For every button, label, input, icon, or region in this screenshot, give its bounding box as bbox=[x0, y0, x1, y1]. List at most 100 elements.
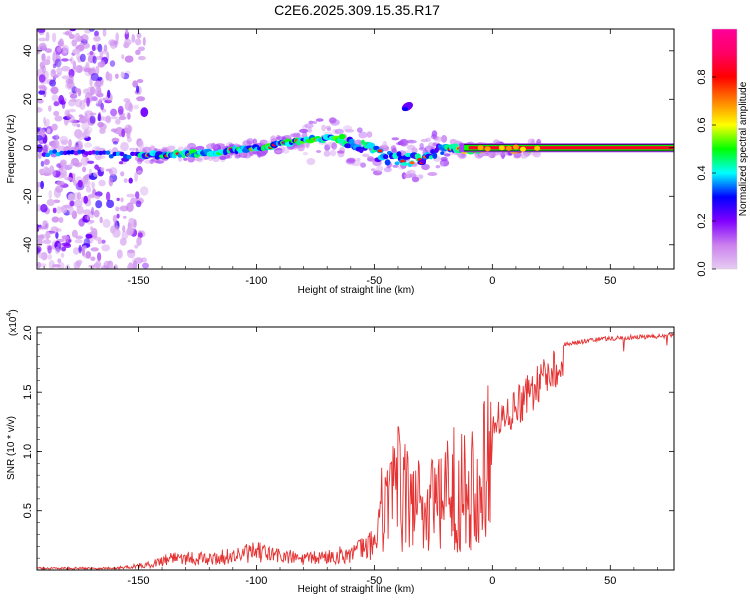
noise-blob bbox=[85, 233, 93, 239]
halo-blob bbox=[219, 156, 227, 160]
noise-blob bbox=[76, 65, 82, 69]
noise-blob bbox=[88, 168, 92, 176]
band-blob bbox=[484, 146, 491, 152]
y-tick-label: 40 bbox=[22, 45, 34, 57]
halo-blob bbox=[323, 150, 331, 157]
colorbar: 0.0 0.2 0.4 0.6 0.8 Normalized spectral ampl… bbox=[696, 28, 749, 277]
noise-blob bbox=[52, 63, 57, 69]
snr-y-label: SNR (10 * v/v) bbox=[6, 416, 17, 480]
noise-blob bbox=[128, 147, 138, 151]
noise-blob bbox=[124, 124, 133, 134]
noise-blob bbox=[53, 101, 60, 107]
noise-blob bbox=[54, 115, 63, 122]
halo-blob bbox=[211, 144, 219, 149]
noise-blob bbox=[89, 115, 96, 124]
noise-blob bbox=[90, 73, 99, 81]
halo-blob bbox=[345, 158, 355, 164]
noise-blob bbox=[82, 166, 87, 173]
snr-x-label: Height of straight line (km) bbox=[298, 584, 415, 595]
noise-blob bbox=[136, 85, 140, 94]
noise-blob bbox=[108, 177, 114, 187]
noise-blob bbox=[72, 48, 81, 55]
noise-blob bbox=[91, 181, 95, 189]
noise-blob bbox=[135, 200, 142, 208]
noise-blob bbox=[91, 44, 96, 52]
noise-blob bbox=[120, 141, 129, 152]
noise-blob bbox=[43, 220, 49, 231]
noise-blob bbox=[37, 261, 41, 269]
noise-blob bbox=[137, 232, 143, 239]
noise-blob bbox=[136, 32, 142, 39]
noise-blob bbox=[37, 186, 40, 194]
noise-blob bbox=[74, 239, 83, 244]
noise-blob bbox=[86, 97, 90, 107]
noise-blob bbox=[76, 205, 84, 215]
noise-blob bbox=[75, 261, 82, 267]
noise-blob bbox=[68, 138, 72, 149]
noise-blob bbox=[116, 213, 120, 219]
noise-blob bbox=[51, 94, 59, 102]
colorbar-tick-label: 0.0 bbox=[696, 261, 708, 276]
halo-blob bbox=[420, 138, 428, 143]
band-core bbox=[468, 146, 674, 150]
noise-blob bbox=[110, 108, 118, 117]
halo-blob bbox=[427, 142, 434, 149]
noise-blob bbox=[142, 36, 146, 46]
halo-blob bbox=[334, 128, 344, 135]
halo-blob bbox=[403, 173, 413, 179]
noise-blob bbox=[131, 34, 136, 43]
ridge-blob bbox=[130, 151, 136, 156]
halo-blob bbox=[302, 152, 309, 156]
halo-blob bbox=[430, 134, 437, 140]
noise-blob bbox=[46, 199, 55, 206]
halo-blob bbox=[356, 157, 361, 161]
halo-blob bbox=[331, 142, 338, 150]
noise-blob bbox=[95, 99, 102, 108]
noise-blob bbox=[68, 205, 74, 216]
noise-blob bbox=[140, 107, 149, 118]
noise-blob bbox=[121, 128, 126, 138]
noise-blob bbox=[97, 121, 104, 128]
noise-blob bbox=[98, 179, 106, 187]
ridge-blob bbox=[344, 143, 352, 149]
noise-blob bbox=[71, 229, 78, 238]
noise-blob bbox=[128, 217, 135, 225]
noise-blob bbox=[136, 79, 144, 83]
noise-blob bbox=[81, 34, 89, 43]
noise-blob bbox=[52, 264, 61, 268]
noise-blob bbox=[112, 228, 121, 238]
noise-blob bbox=[126, 136, 132, 143]
halo-blob bbox=[344, 129, 355, 133]
noise-blob bbox=[68, 239, 72, 243]
halo-blob bbox=[358, 131, 368, 139]
halo-blob bbox=[326, 127, 332, 132]
noise-blob bbox=[37, 144, 43, 153]
noise-blob bbox=[69, 29, 76, 32]
noise-blob bbox=[57, 40, 64, 47]
snr-multiplier: (x104) bbox=[6, 309, 19, 336]
noise-blob bbox=[76, 192, 82, 201]
noise-blob bbox=[51, 141, 57, 151]
noise-blob bbox=[56, 72, 62, 77]
noise-blob bbox=[127, 249, 136, 259]
halo-blob bbox=[421, 163, 430, 171]
noise-blob bbox=[136, 96, 146, 102]
noise-blob bbox=[135, 49, 141, 55]
noise-blob bbox=[55, 134, 59, 140]
noise-blob bbox=[59, 159, 67, 167]
noise-blob bbox=[103, 44, 108, 52]
spectrogram-y-ticks: -40 -20 0 20 40 bbox=[22, 45, 674, 253]
ridge-blob bbox=[119, 151, 125, 157]
snr-panel: -150 -100 -50 0 50 0.5 1.0 1.5 2.0 Height of st… bbox=[6, 309, 675, 595]
noise-blob bbox=[40, 128, 46, 138]
noise-blob bbox=[52, 207, 57, 214]
noise-blob bbox=[68, 108, 76, 113]
noise-blob bbox=[138, 55, 146, 61]
noise-blob bbox=[99, 216, 103, 224]
noise-blob bbox=[48, 190, 53, 200]
ridge-blob bbox=[384, 159, 391, 166]
ridge-blob bbox=[400, 162, 409, 166]
noise-blob bbox=[91, 96, 98, 102]
noise-blob bbox=[40, 160, 45, 167]
